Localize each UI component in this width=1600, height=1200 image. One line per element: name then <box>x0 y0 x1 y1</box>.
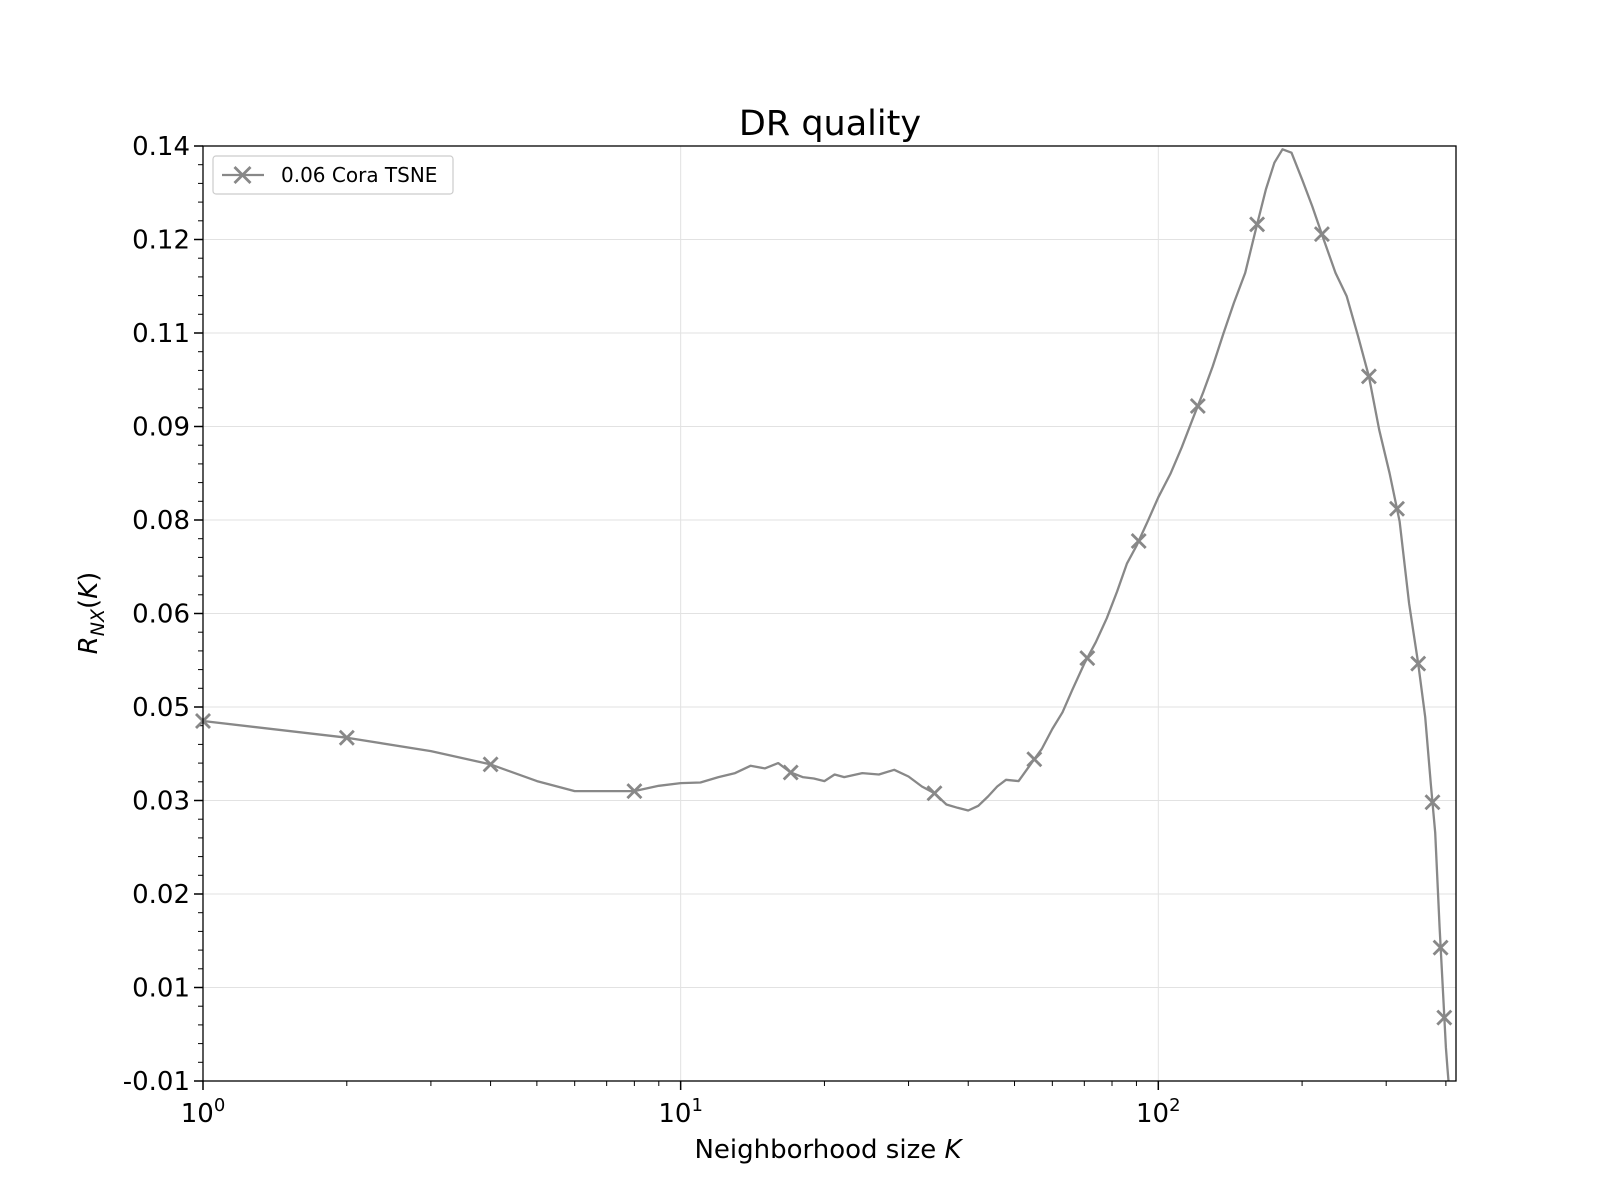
y-tick-label: 0.03 <box>132 787 190 817</box>
x-tick-label: 101 <box>658 1095 703 1129</box>
plot-frame <box>202 145 1457 1082</box>
x-tick-label: 102 <box>1136 1095 1181 1129</box>
legend: 0.06 Cora TSNE <box>212 155 454 195</box>
grid <box>203 146 1456 1081</box>
series-marker <box>1389 500 1405 517</box>
series-marker <box>1079 650 1096 667</box>
series-marker <box>626 783 643 800</box>
y-tick-label: 0.14 <box>132 132 190 162</box>
x-tick-label: 100 <box>181 1095 226 1129</box>
y-axis-label: RNX(K) <box>74 572 109 655</box>
series-marker <box>1410 655 1427 672</box>
axis-ticks: -0.01 0.01 0.02 0.03 0.05 0.06 0.08 0.09 0.11 0.1… <box>123 132 1447 1129</box>
chart-title: DR quality <box>739 104 921 144</box>
series-marker <box>1424 794 1441 811</box>
y-tick-label: 0.12 <box>132 226 190 256</box>
series-marker <box>1313 226 1330 243</box>
series-marker <box>1130 533 1147 549</box>
series-marker <box>1436 1009 1453 1026</box>
series-marker <box>1026 751 1043 768</box>
series-marker <box>1360 368 1377 385</box>
series-marker <box>338 729 355 746</box>
y-tick-label: 0.06 <box>132 600 190 630</box>
series-marker <box>1189 398 1206 414</box>
series-marker <box>1249 216 1266 233</box>
series-marker <box>1432 939 1449 956</box>
y-tick-label: 0.05 <box>132 693 190 723</box>
y-tick-label: -0.01 <box>123 1067 190 1097</box>
y-tick-label: 0.08 <box>132 506 190 536</box>
series-line <box>202 148 1450 1082</box>
legend-marker <box>233 166 252 184</box>
legend-box <box>212 155 454 195</box>
series-marker <box>926 785 943 802</box>
legend-label: 0.06 Cora TSNE <box>281 163 437 187</box>
series-layer <box>195 148 1453 1082</box>
series-marker <box>782 764 799 781</box>
y-tick-label: 0.02 <box>132 880 190 910</box>
y-tick-label: 0.01 <box>132 974 190 1004</box>
y-tick-label: 0.09 <box>132 413 190 443</box>
y-tick-label: 0.11 <box>132 319 190 349</box>
x-axis-label: Neighborhood size K <box>694 1135 963 1165</box>
series-marker <box>482 756 499 773</box>
